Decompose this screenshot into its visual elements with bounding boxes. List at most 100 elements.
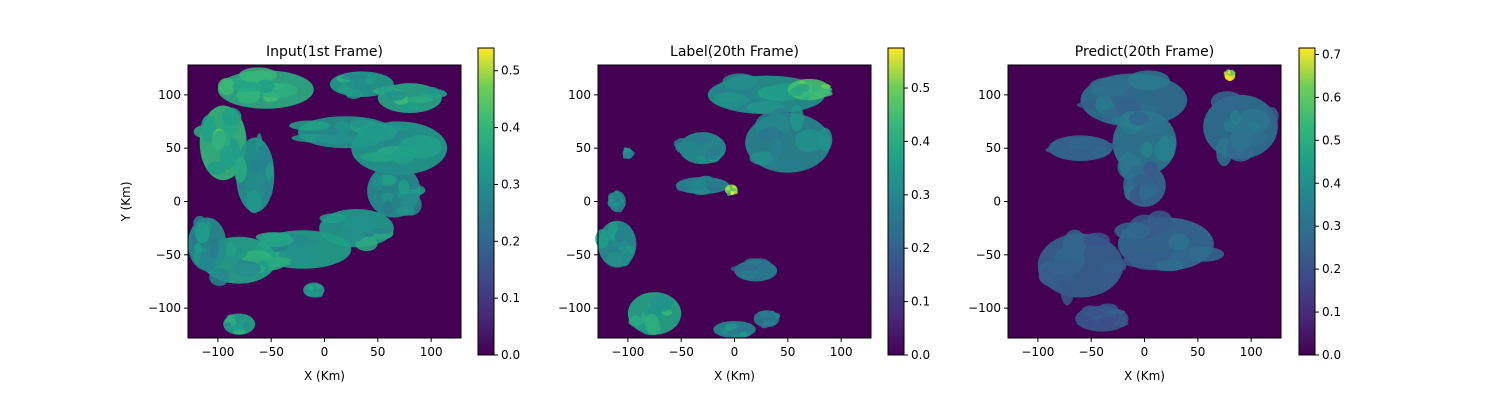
precip-cell — [239, 67, 278, 83]
colorbar-tick-label: 0.3 — [911, 188, 930, 202]
precip-cell — [246, 189, 263, 214]
precip-cell — [338, 84, 354, 91]
heatmap-data — [188, 67, 448, 335]
heatmap-data — [595, 73, 833, 338]
y-tick-label: 50 — [576, 141, 591, 155]
precip-cell — [383, 200, 393, 216]
precip-cell — [224, 242, 237, 257]
x-tick-label: 0 — [321, 345, 329, 359]
y-tick-label: −100 — [968, 301, 1001, 315]
colorbar-tick-label: 0.4 — [501, 121, 520, 135]
precip-cell — [1091, 146, 1109, 158]
precip-cell — [767, 310, 776, 319]
precip-cell — [1069, 140, 1088, 147]
precip-cell — [378, 174, 397, 186]
colorbar-ticks: 0.0 0.1 0.2 0.3 0.4 0.5 — [904, 81, 930, 362]
precip-cell — [630, 151, 635, 156]
precip-cell — [1117, 315, 1128, 328]
panel-title: Input(1st Frame) — [266, 44, 383, 60]
precip-cell — [1143, 161, 1158, 177]
precip-cell — [364, 73, 376, 85]
panel-title: Predict(20th Frame) — [1075, 44, 1214, 60]
colorbar-tick-label: 0.5 — [911, 81, 930, 95]
heatmap-data — [1037, 69, 1279, 332]
precip-cell — [1225, 74, 1230, 79]
precip-cell — [726, 191, 731, 196]
x-axis-ticks: −100 −50 0 50 100 — [1021, 338, 1263, 359]
precip-cell — [1114, 222, 1151, 240]
precip-cell — [710, 183, 728, 188]
precip-cell — [325, 128, 341, 135]
colorbar-tick-label: 0.2 — [1322, 262, 1341, 276]
precip-cell — [1126, 180, 1135, 191]
precip-cell — [818, 127, 833, 152]
precip-cell — [289, 120, 331, 131]
precip-cell — [305, 291, 312, 297]
precip-cell — [372, 174, 383, 190]
x-tick-label: 0 — [731, 345, 739, 359]
precip-cell — [623, 147, 628, 152]
precip-cell — [355, 236, 378, 252]
precip-cell — [1045, 146, 1066, 154]
precip-cell — [236, 87, 261, 104]
precip-cell — [1140, 141, 1153, 158]
colorbar-tick-label: 0.6 — [1322, 90, 1341, 104]
x-tick-label: 100 — [420, 345, 443, 359]
precip-cell — [341, 228, 366, 242]
y-tick-label: 50 — [986, 141, 1001, 155]
precip-cell — [1039, 272, 1053, 283]
x-tick-label: 0 — [1141, 345, 1149, 359]
x-tick-label: −100 — [611, 345, 644, 359]
colorbar-ticks: 0.0 0.1 0.2 0.3 0.4 0.5 0.6 0.7 — [1315, 47, 1341, 362]
precip-cell — [370, 227, 392, 234]
colorbar-tick-label: 0.1 — [911, 295, 930, 309]
x-axis-ticks: −100 −50 0 50 100 — [201, 338, 443, 359]
precip-cell — [1181, 246, 1225, 262]
precip-cell — [707, 146, 724, 155]
precip-cell — [265, 162, 274, 181]
precip-cell — [766, 321, 777, 326]
precip-cell — [345, 89, 363, 99]
precip-cell — [1127, 70, 1170, 91]
y-axis-ticks: −100 −50 0 50 100 — [558, 88, 598, 315]
precip-cell — [684, 189, 708, 194]
precip-cell — [242, 321, 249, 329]
precip-cell — [721, 329, 728, 335]
precip-cell — [395, 206, 415, 216]
precip-cell — [611, 239, 629, 248]
precip-cell — [291, 246, 308, 255]
precip-cell — [319, 213, 346, 224]
y-tick-label: 0 — [173, 195, 181, 209]
y-axis-ticks: −100 −50 0 50 100 — [148, 88, 188, 315]
precip-cell — [707, 186, 723, 191]
precip-cell — [1048, 261, 1084, 276]
precip-cell — [762, 268, 773, 273]
precip-cell — [1100, 259, 1127, 274]
precip-cell — [768, 136, 783, 160]
precip-cell — [794, 129, 825, 152]
y-tick-label: 100 — [158, 88, 181, 102]
x-axis-label: X (Km) — [304, 369, 345, 383]
precip-cell — [1146, 210, 1173, 233]
precip-cell — [740, 269, 760, 278]
precip-cell — [1105, 309, 1126, 315]
precip-cell — [757, 319, 763, 326]
colorbar-tick-label: 0.4 — [911, 134, 930, 148]
precip-cell — [353, 135, 372, 149]
precip-cell — [606, 251, 623, 267]
precip-cell — [730, 191, 735, 196]
precip-cell — [735, 323, 748, 329]
precip-cell — [1125, 170, 1134, 181]
precip-cell — [233, 260, 261, 277]
precip-cell — [712, 93, 749, 107]
precip-cell — [250, 158, 260, 175]
precip-cell — [814, 89, 833, 97]
precip-cell — [207, 161, 227, 175]
precip-cell — [1210, 91, 1244, 113]
precip-cell — [200, 114, 217, 144]
precip-cell — [221, 107, 242, 127]
precip-cell — [343, 213, 377, 230]
y-tick-label: 100 — [978, 88, 1001, 102]
precip-cell — [739, 331, 748, 337]
y-tick-label: 0 — [993, 195, 1001, 209]
